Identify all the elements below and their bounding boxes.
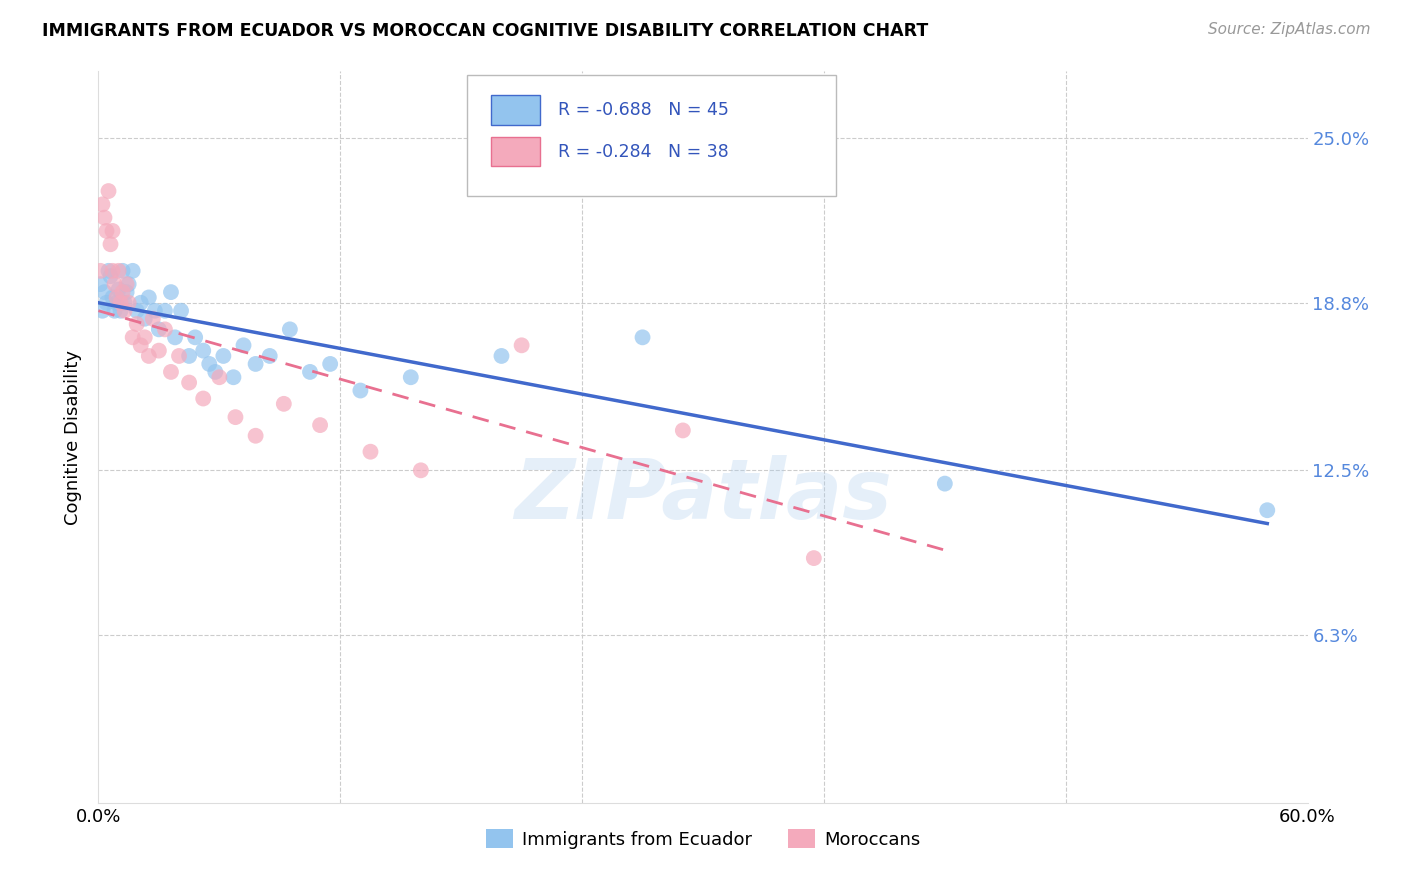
Point: [111, 264, 134, 278]
Point: [278, 322, 301, 336]
Point: [97, 264, 120, 278]
Point: [273, 397, 295, 411]
Point: [89, 264, 111, 278]
Point: [349, 384, 371, 398]
Point: [934, 476, 956, 491]
Point: [134, 330, 156, 344]
Text: Source: ZipAtlas.com: Source: ZipAtlas.com: [1208, 22, 1371, 37]
Point: [179, 376, 201, 390]
Point: [142, 311, 165, 326]
Point: [360, 444, 382, 458]
Point: [1256, 503, 1278, 517]
Point: [153, 322, 176, 336]
Point: [115, 285, 138, 299]
Point: [245, 357, 267, 371]
Point: [212, 349, 235, 363]
Point: [105, 290, 128, 304]
Point: [93, 211, 115, 225]
Point: [138, 290, 160, 304]
Point: [97, 184, 120, 198]
Point: [204, 365, 226, 379]
Text: IMMIGRANTS FROM ECUADOR VS MOROCCAN COGNITIVE DISABILITY CORRELATION CHART: IMMIGRANTS FROM ECUADOR VS MOROCCAN COGN…: [42, 22, 928, 40]
Point: [631, 330, 654, 344]
Point: [129, 295, 152, 310]
Point: [184, 330, 207, 344]
Point: [224, 410, 246, 425]
Point: [118, 295, 141, 310]
Point: [110, 303, 132, 318]
Point: [672, 424, 695, 438]
Point: [91, 303, 114, 318]
Y-axis label: Cognitive Disability: Cognitive Disability: [65, 350, 83, 524]
Point: [134, 311, 156, 326]
Point: [299, 365, 322, 379]
Point: [96, 295, 118, 310]
Point: [399, 370, 422, 384]
Point: [232, 338, 254, 352]
Point: [125, 303, 148, 318]
FancyBboxPatch shape: [492, 95, 540, 125]
Text: R = -0.284   N = 38: R = -0.284 N = 38: [558, 143, 728, 161]
Point: [101, 264, 124, 278]
Point: [803, 551, 825, 566]
Point: [115, 277, 138, 292]
Point: [179, 349, 201, 363]
Point: [198, 357, 221, 371]
Point: [409, 463, 432, 477]
Legend: Immigrants from Ecuador, Moroccans: Immigrants from Ecuador, Moroccans: [478, 822, 928, 856]
Point: [110, 295, 132, 310]
Point: [245, 429, 267, 443]
Point: [193, 392, 215, 406]
Point: [309, 418, 332, 433]
Point: [319, 357, 342, 371]
Point: [160, 365, 183, 379]
Point: [89, 277, 111, 292]
Point: [170, 303, 193, 318]
Point: [118, 277, 141, 292]
Point: [103, 277, 125, 292]
Point: [121, 330, 143, 344]
Point: [125, 317, 148, 331]
Point: [143, 303, 166, 318]
Point: [129, 338, 152, 352]
Point: [100, 237, 122, 252]
Point: [111, 285, 134, 299]
Point: [96, 224, 118, 238]
Point: [148, 343, 170, 358]
Point: [259, 349, 281, 363]
Point: [160, 285, 183, 299]
FancyBboxPatch shape: [492, 137, 540, 167]
Point: [193, 343, 215, 358]
Point: [491, 349, 513, 363]
Point: [101, 224, 124, 238]
Point: [114, 295, 136, 310]
Point: [167, 349, 190, 363]
Point: [510, 338, 533, 352]
Point: [208, 370, 231, 384]
Point: [101, 290, 124, 304]
Point: [222, 370, 245, 384]
Point: [138, 349, 160, 363]
Point: [100, 269, 122, 284]
Point: [105, 295, 128, 310]
Point: [114, 303, 136, 318]
Text: ZIPatlas: ZIPatlas: [515, 455, 891, 536]
Point: [107, 283, 129, 297]
Text: R = -0.688   N = 45: R = -0.688 N = 45: [558, 101, 728, 120]
Point: [107, 264, 129, 278]
Point: [91, 197, 114, 211]
Point: [121, 264, 143, 278]
Point: [163, 330, 186, 344]
Point: [103, 303, 125, 318]
Point: [93, 285, 115, 299]
Point: [148, 322, 170, 336]
Point: [153, 303, 176, 318]
FancyBboxPatch shape: [467, 75, 837, 195]
